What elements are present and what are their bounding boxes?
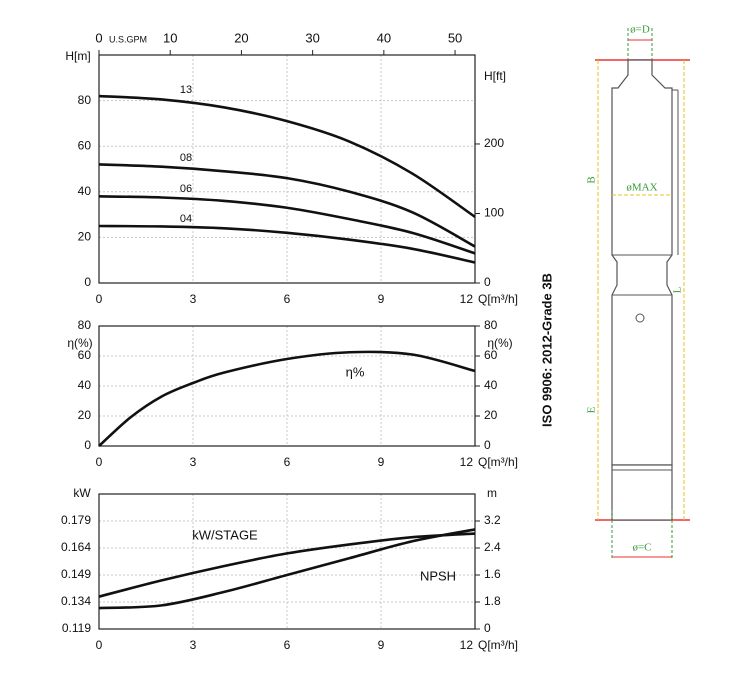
y-tick-label: 20 (78, 230, 92, 244)
x-tick-label: 6 (284, 638, 291, 652)
y-tick-label: 80 (78, 93, 92, 107)
y2-tick-label: 0 (484, 438, 491, 452)
x2-tick-label: 50 (448, 30, 462, 45)
y2-tick-label: 2.4 (484, 540, 501, 554)
y2-tick-label: 3.2 (484, 513, 501, 527)
y2-tick-label: 60 (484, 348, 498, 362)
curve-label: 06 (180, 183, 192, 195)
motor-end (611, 464, 673, 521)
x2-tick-label: 20 (234, 30, 248, 45)
curve-label: 08 (180, 152, 192, 164)
curve-label: η% (346, 364, 365, 379)
y-axis-label: η(%) (67, 336, 92, 350)
y2-tick-label: 1.8 (484, 594, 501, 608)
y-tick-label: 40 (78, 378, 92, 392)
y-tick-label: 40 (78, 184, 92, 198)
curve (98, 195, 476, 255)
x-tick-label: 3 (190, 292, 197, 306)
y-tick-label: 20 (78, 408, 92, 422)
x-axis-label: Q[m³/h] (478, 638, 518, 652)
y-tick-label: 60 (78, 138, 92, 152)
x-tick-label: 3 (190, 455, 197, 469)
y2-axis-label: H[ft] (484, 69, 506, 83)
annotation: ISO 9906: 2012-Grade 3B (539, 273, 554, 427)
curve (98, 94, 476, 218)
y-tick-label: 0.164 (61, 540, 91, 554)
x-tick-label: 0 (96, 455, 103, 469)
y2-axis-label: η(%) (487, 336, 512, 350)
pump-body (611, 59, 673, 466)
x-tick-label: 9 (378, 455, 385, 469)
y-tick-label: 0.119 (62, 621, 91, 635)
x-axis-label: Q[m³/h] (478, 455, 518, 469)
y-tick-label: 0 (84, 275, 91, 289)
curve-label: kW/STAGE (192, 527, 258, 542)
x-tick-label: 6 (284, 292, 291, 306)
dim-label: E (586, 406, 598, 413)
dim-label: øMAX (626, 182, 657, 194)
y-axis-label: kW (73, 486, 91, 500)
curve (98, 163, 476, 248)
x2-tick-label: 0 (95, 30, 102, 45)
x-tick-label: 0 (96, 292, 103, 306)
dim-label: B (586, 176, 598, 183)
y2-tick-label: 0 (484, 275, 491, 289)
y-axis-label: H[m] (65, 49, 90, 63)
y-tick-label: 0.134 (61, 594, 91, 608)
x-tick-label: 3 (190, 638, 197, 652)
y2-tick-label: 100 (484, 206, 504, 220)
y2-tick-label: 200 (484, 136, 504, 150)
y-tick-label: 60 (78, 348, 92, 362)
x-tick-label: 0 (96, 638, 103, 652)
y-tick-label: 0.179 (61, 513, 91, 527)
curve (98, 532, 476, 598)
x-tick-label: 12 (460, 292, 474, 306)
dim-label: ø=D (630, 24, 650, 36)
x2-tick-label: 10 (163, 30, 177, 45)
dim-label: ø=C (632, 542, 651, 554)
x2-tick-label: 40 (377, 30, 391, 45)
curve-label: 13 (180, 84, 192, 96)
y-tick-label: 0.149 (61, 567, 91, 581)
x2-tick-label: 30 (305, 30, 319, 45)
dim-label: L (672, 286, 684, 293)
y2-tick-label: 1.6 (484, 567, 501, 581)
curve (98, 224, 476, 264)
y2-tick-label: 0 (484, 621, 491, 635)
plot-frame (98, 54, 476, 284)
curve-label: 04 (180, 213, 192, 225)
y-tick-label: 0 (84, 438, 91, 452)
x-tick-label: 9 (378, 292, 385, 306)
curve (98, 350, 476, 447)
y2-tick-label: 20 (484, 408, 498, 422)
x-tick-label: 12 (460, 638, 474, 652)
plot-frame (98, 325, 476, 447)
y2-axis-label: m (487, 486, 497, 500)
hole (635, 313, 645, 323)
x-axis-label: Q[m³/h] (478, 292, 518, 306)
curve-label: NPSH (420, 568, 456, 583)
y2-tick-label: 40 (484, 378, 498, 392)
x-tick-label: 6 (284, 455, 291, 469)
curve (98, 528, 476, 610)
x-tick-label: 12 (460, 455, 474, 469)
y-tick-label: 80 (78, 318, 92, 332)
x2-axis-label: U.S.GPM (109, 34, 147, 44)
x-tick-label: 9 (378, 638, 385, 652)
plot-frame (98, 493, 476, 630)
y2-tick-label: 80 (484, 318, 498, 332)
pump-diagram: ø=D B øMAX L E ø=C (586, 24, 690, 560)
